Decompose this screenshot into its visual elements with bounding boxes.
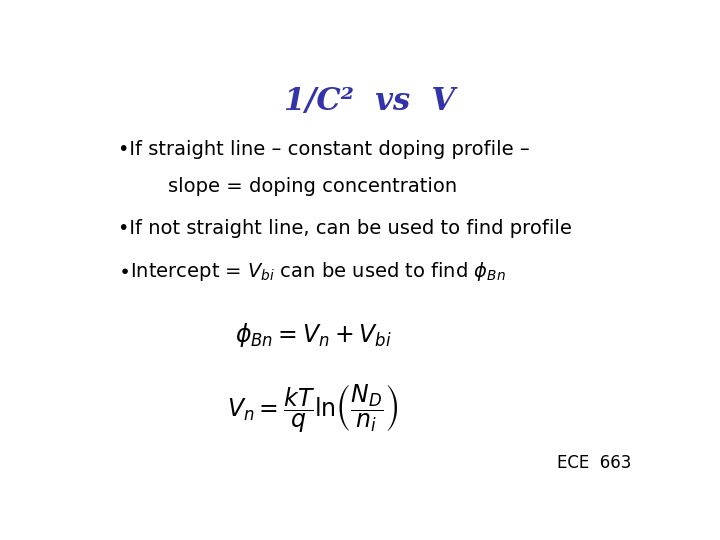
Text: $\phi_{Bn} = V_n + V_{bi}$: $\phi_{Bn} = V_n + V_{bi}$ <box>235 321 392 348</box>
Text: slope = doping concentration: slope = doping concentration <box>168 177 457 196</box>
Text: •If straight line – constant doping profile –: •If straight line – constant doping prof… <box>118 140 530 159</box>
Text: •If not straight line, can be used to find profile: •If not straight line, can be used to fi… <box>118 219 572 238</box>
Text: $\bullet$Intercept = $V_{bi}$ can be used to find $\phi_{Bn}$: $\bullet$Intercept = $V_{bi}$ can be use… <box>118 260 505 283</box>
Text: ECE  663: ECE 663 <box>557 454 631 472</box>
Text: 1/C²  vs  V: 1/C² vs V <box>284 85 454 117</box>
Text: $V_n = \dfrac{kT}{q}\ln\!\left(\dfrac{N_D}{n_i}\right)$: $V_n = \dfrac{kT}{q}\ln\!\left(\dfrac{N_… <box>228 383 399 435</box>
